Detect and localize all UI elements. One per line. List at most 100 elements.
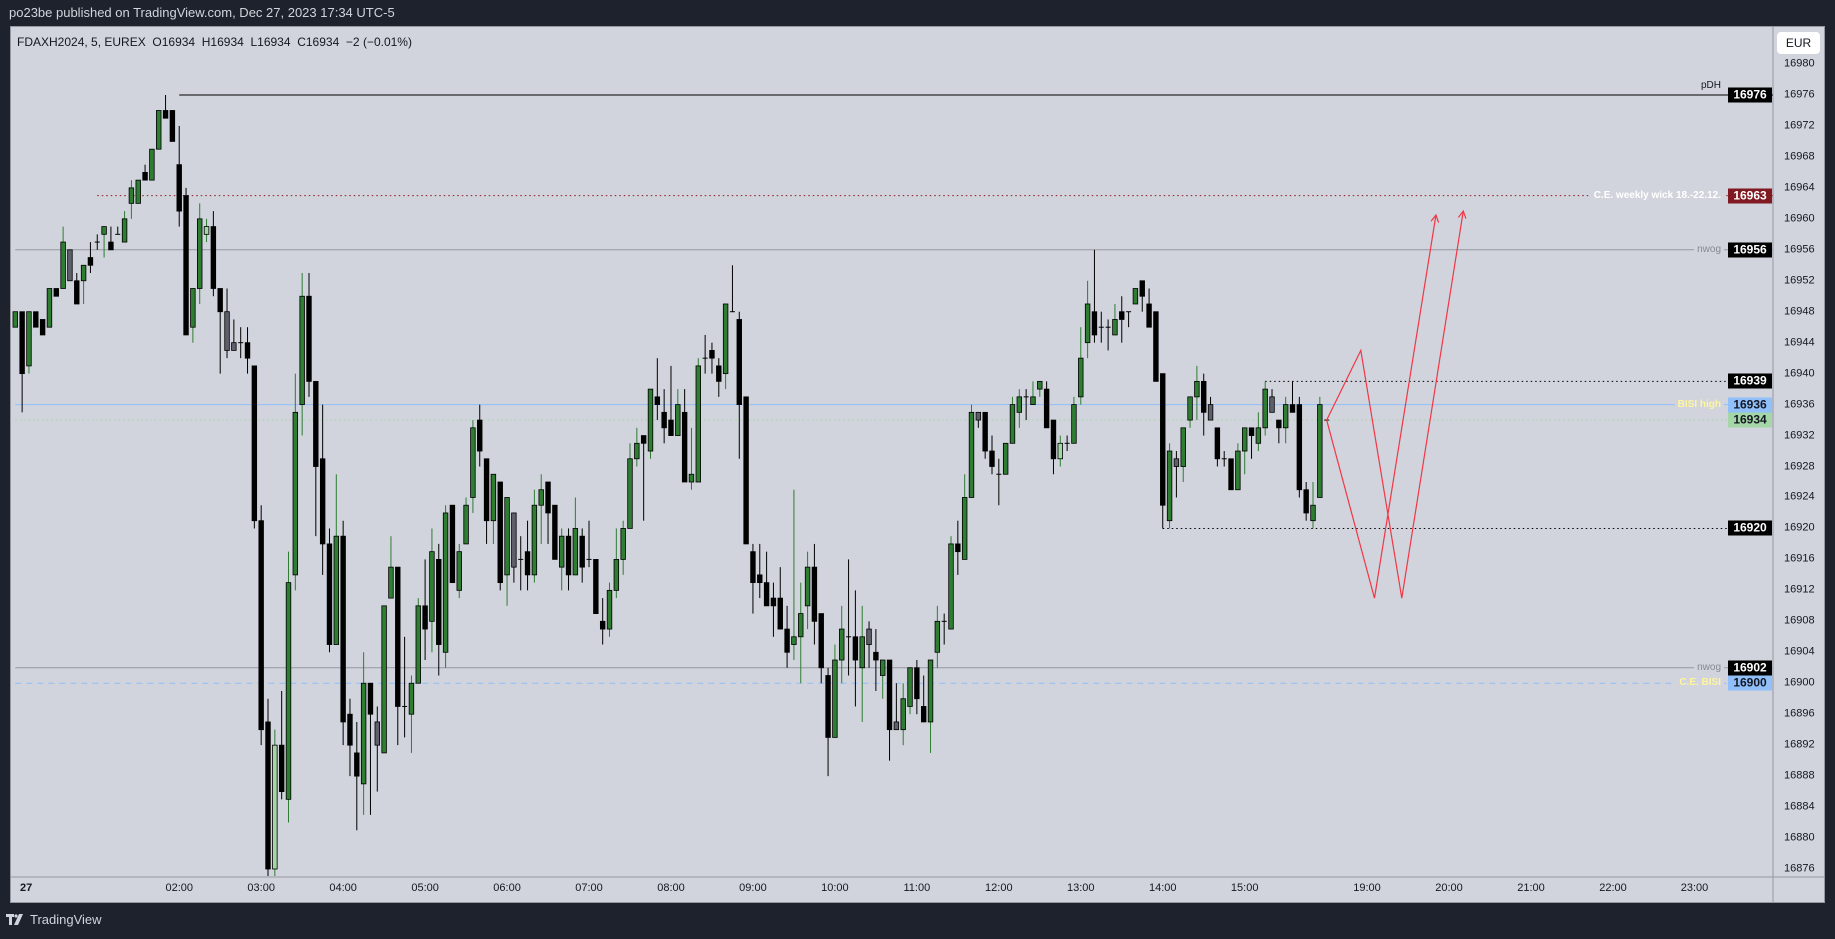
candle-body xyxy=(319,458,326,545)
candle xyxy=(661,389,667,444)
currency-button[interactable]: EUR xyxy=(1777,32,1820,54)
time-tick-label: 14:00 xyxy=(1148,882,1177,894)
candle xyxy=(811,543,818,645)
candle-body xyxy=(961,497,968,560)
candle xyxy=(627,443,633,529)
candle-body xyxy=(989,450,995,467)
candle xyxy=(1091,249,1098,343)
price-tick-label: 16880 xyxy=(1784,831,1815,844)
footer: TradingView xyxy=(6,912,102,927)
candle xyxy=(408,675,415,753)
candle-body xyxy=(244,342,251,359)
candle-body xyxy=(579,535,585,568)
candle-body xyxy=(429,551,435,622)
candle xyxy=(1207,396,1214,421)
candle-body xyxy=(108,241,114,251)
price-tick-label: 16888 xyxy=(1784,769,1815,782)
candle-body xyxy=(1050,419,1057,460)
candle xyxy=(784,605,790,668)
price-tick-label: 16964 xyxy=(1784,181,1815,194)
price-tick-label: 16976 xyxy=(1784,88,1815,101)
candle xyxy=(1214,427,1221,467)
candle xyxy=(115,226,121,235)
candle xyxy=(716,358,722,397)
time-tick-label: 12:00 xyxy=(985,882,1013,894)
candle xyxy=(374,706,380,792)
candle xyxy=(381,605,387,754)
candle xyxy=(968,404,975,498)
candle-body xyxy=(313,380,319,467)
candle-body xyxy=(1153,311,1159,382)
candle xyxy=(26,311,32,374)
candle xyxy=(415,598,421,684)
price-tick-label: 16968 xyxy=(1784,150,1815,163)
candle-body xyxy=(613,559,620,591)
candle-body xyxy=(559,535,565,568)
candle xyxy=(620,520,626,575)
candle-body xyxy=(934,620,941,653)
candle xyxy=(1194,365,1200,421)
candle xyxy=(920,675,927,723)
candle xyxy=(996,458,1002,506)
legend-change: −2 (−0.01%) xyxy=(345,35,412,49)
candle xyxy=(1166,443,1173,529)
candle-body xyxy=(1084,303,1091,344)
candle xyxy=(1071,396,1077,444)
candle xyxy=(1317,396,1323,498)
candle-body xyxy=(668,419,674,436)
candle xyxy=(313,380,319,537)
candle-body xyxy=(101,226,107,235)
candle xyxy=(839,605,845,684)
candle xyxy=(722,303,729,390)
candle xyxy=(695,358,701,483)
candle-body xyxy=(156,110,162,150)
candle xyxy=(1030,381,1036,405)
candle xyxy=(442,505,449,668)
price-level-badge: 16900 xyxy=(1728,675,1772,691)
candle-body xyxy=(67,249,73,282)
candle-body xyxy=(1016,396,1023,413)
candle xyxy=(1160,373,1166,529)
time-tick-label: 15:00 xyxy=(1230,882,1259,894)
candle-body xyxy=(1043,388,1050,429)
candle-body xyxy=(511,512,517,568)
candle xyxy=(108,226,114,251)
candle xyxy=(1132,288,1139,305)
time-tick-label: 23:00 xyxy=(1680,882,1709,894)
candle-body xyxy=(1194,380,1200,398)
candle xyxy=(634,427,640,467)
candle xyxy=(1105,319,1111,351)
price-tick-label: 16884 xyxy=(1784,800,1815,813)
price-tick-label: 16980 xyxy=(1784,57,1815,70)
price-tick-label: 16908 xyxy=(1784,614,1815,627)
level-label: pDH xyxy=(1700,80,1721,91)
legend-high: H16934 xyxy=(201,35,244,49)
chart-panel[interactable] xyxy=(10,26,1825,903)
price-level-badge: 16976 xyxy=(1728,87,1772,103)
candle-body xyxy=(859,636,865,669)
candle xyxy=(859,605,865,722)
legend-close: C16934 xyxy=(297,35,340,49)
candle xyxy=(422,559,428,661)
candle-body xyxy=(442,512,449,653)
candle-body xyxy=(169,110,176,142)
projection-drawings[interactable] xyxy=(1326,209,1467,599)
candle-body xyxy=(716,365,722,382)
candle-body xyxy=(1071,404,1077,444)
candle-body xyxy=(893,721,900,731)
candle-body xyxy=(804,566,811,607)
candle-body xyxy=(1139,280,1145,297)
candle-body xyxy=(19,311,25,375)
candle-body xyxy=(1146,303,1152,328)
candle-body xyxy=(470,427,476,498)
candle xyxy=(183,187,189,336)
candle-body xyxy=(750,551,756,584)
candle xyxy=(326,528,333,653)
candle xyxy=(53,288,59,297)
candle-body xyxy=(1187,396,1193,421)
level-label: BISI high xyxy=(1674,398,1724,411)
candle xyxy=(176,125,182,227)
candle xyxy=(210,211,217,297)
candle xyxy=(367,682,374,815)
